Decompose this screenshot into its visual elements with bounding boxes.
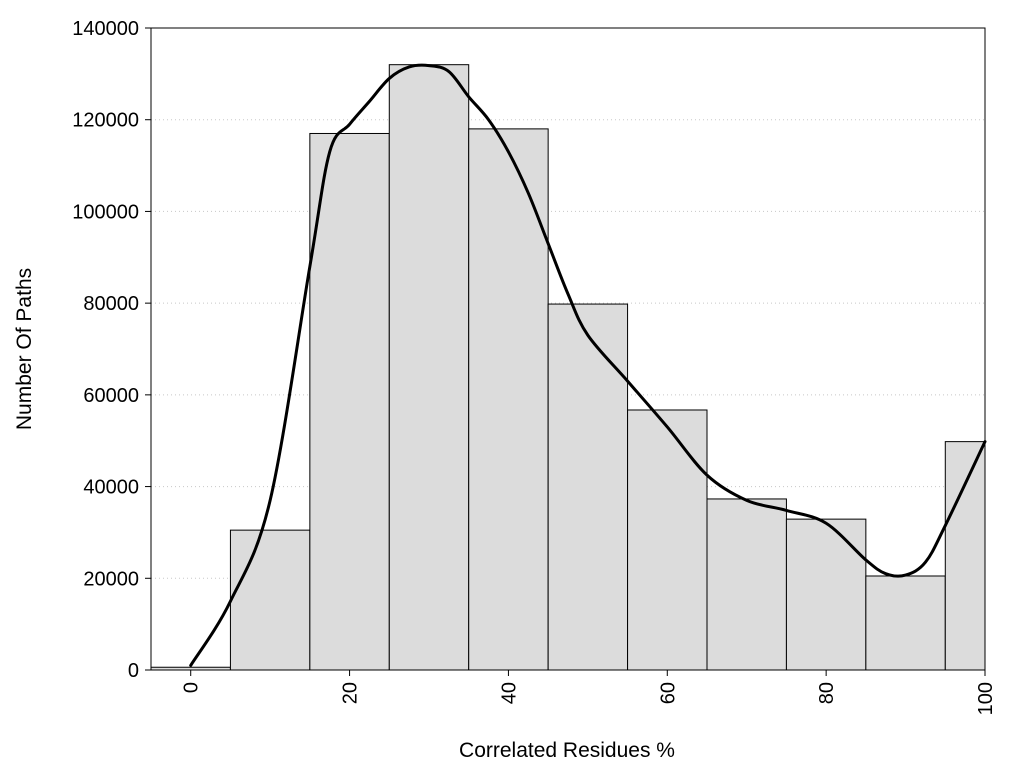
histogram-bar	[229, 529, 311, 671]
y-tick-label: 100000	[72, 201, 139, 223]
histogram-bar	[547, 303, 629, 671]
y-tick-label: 140000	[72, 18, 139, 40]
y-tick-label: 20000	[83, 568, 139, 590]
x-axis-ticks: 0 20 40 60 80 100	[181, 670, 997, 715]
histogram-bars	[150, 64, 986, 671]
y-tick-label: 120000	[72, 110, 139, 132]
density-curve-line	[189, 63, 987, 667]
plot-frame	[150, 27, 986, 671]
x-axis-title: Correlated Residues %	[459, 739, 675, 762]
histogram-bar	[388, 64, 470, 671]
histogram-bar	[865, 575, 946, 671]
histogram-bar	[785, 518, 867, 671]
histogram-bar	[706, 498, 787, 671]
density-curve	[189, 63, 987, 667]
histogram-bar	[944, 441, 986, 671]
x-tick-label: 80	[816, 682, 838, 704]
y-axis-title: Number Of Paths	[13, 268, 36, 430]
x-tick-label: 20	[340, 682, 362, 704]
y-axis-ticks: 0 20000 40000 60000 80000 100000 120000 140000	[72, 18, 151, 682]
x-tick-label: 0	[181, 682, 203, 693]
histogram-bar	[468, 128, 549, 671]
x-tick-label: 40	[498, 682, 520, 704]
histogram-bar	[627, 409, 708, 671]
x-tick-label: 60	[657, 682, 679, 704]
histogram-bar	[309, 132, 390, 671]
y-tick-label: 40000	[83, 477, 139, 499]
y-tick-label: 60000	[83, 385, 139, 407]
x-tick-label: 100	[975, 682, 997, 715]
y-tick-label: 80000	[83, 293, 139, 315]
y-tick-label: 0	[128, 660, 139, 682]
